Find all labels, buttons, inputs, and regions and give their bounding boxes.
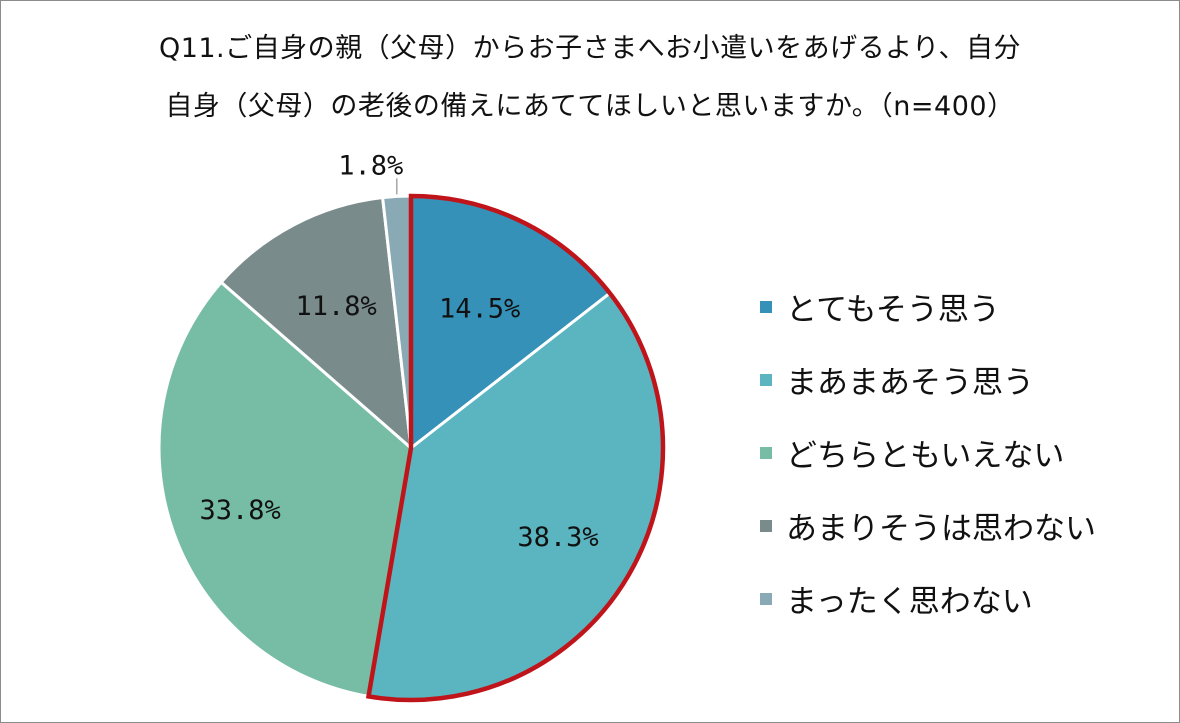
legend-item-1: とてもそう思う: [760, 270, 1096, 343]
legend-swatch: [760, 519, 772, 532]
legend-label: どちらともいえない: [786, 438, 1065, 474]
legend-label: まったく思わない: [786, 584, 1033, 620]
legend-swatch: [760, 300, 772, 313]
legend-item-3: どちらともいえない: [760, 416, 1096, 489]
pie-slice-4: [219, 195, 413, 452]
legend-label: まあまあそう思う: [786, 365, 1034, 401]
data-label-1: 14.5%: [439, 294, 520, 325]
legend: とてもそう思う まあまあそう思う どちらともいえない あまりそうは思わない まったく思わ…: [760, 270, 1096, 635]
legend-item-5: まったく思わない: [760, 562, 1096, 635]
legend-item-4: あまりそうは思わない: [760, 489, 1096, 562]
data-label-5: 1.8%: [338, 150, 403, 181]
legend-label: とてもそう思う: [786, 292, 1000, 328]
data-label-2: 38.3%: [517, 522, 598, 553]
chart-title-line2: 自身（父母）の老後の備えにあててほしいと思いますか。（n=400）: [165, 91, 1015, 122]
data-label-3: 33.8%: [199, 495, 280, 526]
legend-swatch: [760, 592, 772, 605]
legend-item-2: まあまあそう思う: [760, 343, 1096, 416]
pie-slice-3: [157, 280, 413, 699]
highlight-outline: [365, 193, 666, 703]
legend-label: あまりそうは思わない: [786, 511, 1096, 547]
data-label-4: 11.8%: [295, 291, 376, 322]
legend-swatch: [760, 446, 772, 459]
chart-title-line1: Q11.ご自身の親（父母）からお子さまへお小遣いをあげるより、自分: [158, 33, 1022, 64]
legend-swatch: [760, 373, 772, 386]
